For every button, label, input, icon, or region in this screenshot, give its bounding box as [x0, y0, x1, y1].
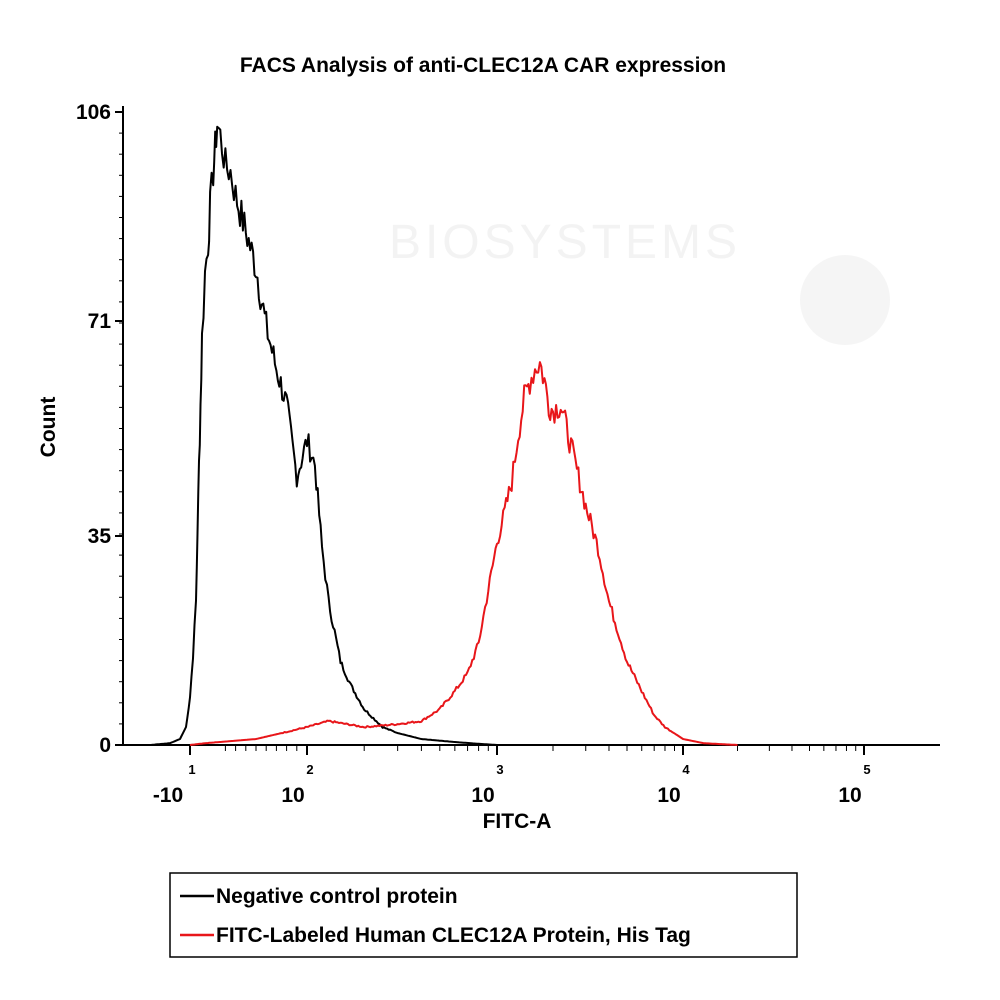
- x-tick-exponent: 4: [682, 762, 690, 777]
- y-tick-label: 0: [99, 734, 111, 757]
- x-axis-label: FITC-A: [483, 810, 552, 833]
- series-line-fitc-clec12a: [189, 361, 738, 746]
- series-line-negative-control: [149, 125, 498, 746]
- y-tick-label: 35: [88, 525, 112, 548]
- x-tick-label: -10: [153, 784, 183, 807]
- x-tick-label: 10: [281, 784, 304, 807]
- x-tick-exponent: 5: [863, 762, 870, 777]
- y-axis-label: Count: [37, 397, 60, 458]
- legend-box: [169, 872, 798, 958]
- y-tick-label: 71: [88, 310, 112, 333]
- legend-label-negative: Negative control protein: [216, 885, 458, 908]
- y-tick-label: 106: [76, 101, 111, 124]
- watermark-text: BIOSYSTEMS: [389, 216, 741, 269]
- x-tick-exponent: 1: [188, 762, 195, 777]
- legend-label-fitc: FITC-Labeled Human CLEC12A Protein, His …: [216, 924, 691, 947]
- x-tick-exponent: 3: [496, 762, 503, 777]
- x-tick-label: 10: [838, 784, 861, 807]
- y-axis-ticks: 0 35 71 106: [76, 101, 123, 757]
- x-tick-exponent: 2: [306, 762, 313, 777]
- watermark: BIOSYSTEMS: [389, 216, 890, 345]
- axes: [122, 106, 940, 746]
- legend: Negative control protein FITC-Labeled Hu…: [169, 872, 798, 958]
- x-tick-label: 10: [471, 784, 494, 807]
- watermark-dot: [800, 255, 890, 345]
- chart-title: FACS Analysis of anti-CLEC12A CAR expres…: [240, 54, 726, 77]
- plot-lines: [149, 125, 738, 746]
- x-tick-label: 10: [657, 784, 680, 807]
